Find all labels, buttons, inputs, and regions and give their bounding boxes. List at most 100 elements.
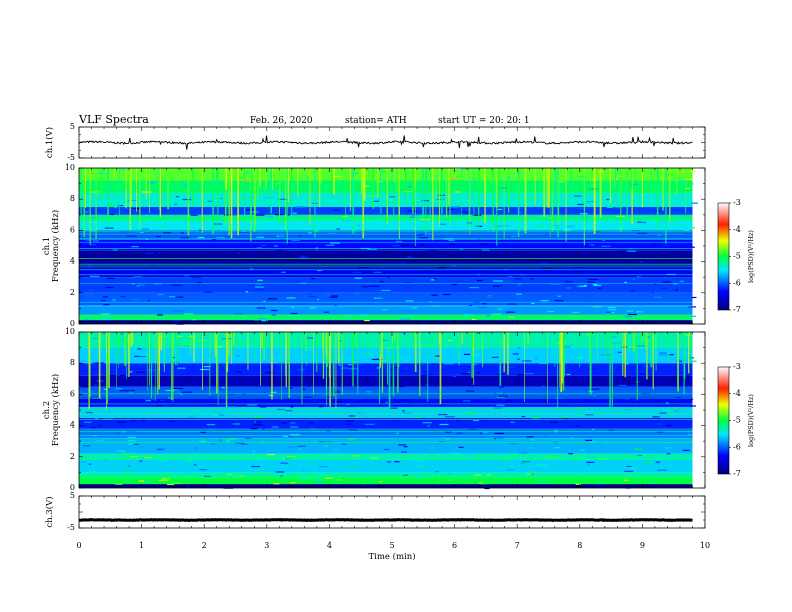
- spectrogram-speckle: [499, 386, 505, 388]
- spectrogram-speckle: [203, 337, 210, 340]
- sferic-streak: [524, 168, 527, 234]
- spectrogram-speckle: [444, 438, 451, 440]
- sferic-streak: [254, 332, 255, 364]
- spectrogram-speckle: [651, 292, 654, 294]
- sferic-streak: [676, 168, 678, 193]
- spectrogram-speckle: [109, 213, 114, 215]
- spectrogram-speckle: [379, 281, 384, 283]
- spectrogram-speckle: [299, 478, 310, 480]
- spectrogram-speckle: [127, 440, 136, 442]
- sferic-streak: [125, 168, 127, 209]
- spectrogram-speckle: [263, 189, 271, 191]
- spectrogram-speckle: [521, 416, 526, 418]
- spectrogram-speckle: [311, 203, 314, 205]
- spectrogram-speckle: [98, 172, 107, 174]
- spectrogram-speckle: [168, 263, 171, 265]
- spectrogram-speckle: [143, 457, 152, 459]
- spectrogram-speckle: [293, 239, 301, 241]
- spectrogram-speckle: [256, 322, 262, 324]
- spectrogram-speckle: [517, 358, 521, 360]
- spectrogram-speckle: [325, 477, 333, 479]
- spectrogram-speckle: [674, 177, 681, 179]
- spectrogram-speckle: [255, 214, 265, 216]
- sferic-streak: [631, 168, 633, 190]
- sferic-streak: [490, 168, 493, 184]
- spectrogram-speckle: [512, 353, 519, 355]
- spectrogram-speckle: [240, 336, 248, 338]
- spectrogram-speckle: [239, 475, 244, 477]
- sferic-streak: [149, 168, 150, 213]
- spectrogram-speckle: [691, 246, 695, 248]
- spectrogram-speckle: [460, 211, 470, 213]
- spectrogram-speckle: [482, 249, 490, 251]
- spectrogram-speckle: [664, 174, 673, 176]
- spectrogram-speckle: [309, 428, 318, 430]
- spectrogram-speckle: [135, 254, 143, 256]
- spectrogram-band: [79, 428, 693, 439]
- spectrogram-speckle: [494, 223, 503, 226]
- spectrogram-speckle: [683, 229, 690, 231]
- spectrogram-speckle: [471, 318, 476, 320]
- sferic-streak: [547, 332, 548, 403]
- spectrogram-speckle: [420, 466, 425, 468]
- spectrogram-speckle: [402, 410, 405, 412]
- spectrogram-speckle: [305, 449, 313, 451]
- spectrogram-speckle: [512, 247, 522, 249]
- sferic-streak: [158, 332, 160, 390]
- spectrogram-speckle: [415, 322, 422, 324]
- spectrogram-speckle: [577, 203, 585, 206]
- spectrogram-speckle: [691, 296, 697, 299]
- spectrogram-speckle: [178, 455, 187, 457]
- sferic-streak: [662, 168, 664, 211]
- spectrogram-speckle: [608, 307, 616, 309]
- spectrogram-speckle: [395, 240, 402, 242]
- spectrogram-speckle: [298, 475, 301, 477]
- spectrogram-speckle: [411, 214, 418, 216]
- spectrogram-speckle: [497, 187, 508, 189]
- spectrogram-speckle: [126, 253, 129, 255]
- spectrogram-speckle: [131, 246, 139, 248]
- spectrogram-speckle: [318, 406, 324, 408]
- station-label: station= ATH: [345, 116, 407, 126]
- spectrogram-speckle: [232, 214, 237, 216]
- sferic-streak: [232, 332, 234, 358]
- spectrogram-speckle: [174, 322, 181, 324]
- sferic-streak: [626, 168, 628, 217]
- sferic-streak: [193, 332, 195, 363]
- spectrogram-speckle: [329, 268, 332, 270]
- spectrogram-speckle: [254, 416, 262, 418]
- sferic-streak: [388, 332, 391, 409]
- spectrogram-speckle: [199, 440, 207, 442]
- spectrogram-speckle: [393, 367, 399, 369]
- spectrogram-speckle: [386, 359, 396, 361]
- spectrogram-speckle: [413, 275, 423, 277]
- y-tick-label: 10: [65, 163, 75, 172]
- spectrogram-speckle: [655, 243, 662, 245]
- spectrogram-band: [79, 207, 693, 215]
- spectrogram-speckle: [474, 347, 484, 349]
- spectrogram-speckle: [255, 286, 264, 288]
- spectrogram-speckle: [257, 279, 263, 281]
- spectrogram-speckle: [626, 310, 634, 312]
- sferic-streak: [609, 168, 611, 204]
- sferic-streak: [461, 332, 463, 345]
- spectrogram-speckle: [183, 275, 190, 277]
- spectrogram-band: [79, 472, 693, 478]
- sferic-streak: [124, 332, 127, 366]
- spectrogram-speckle: [335, 401, 343, 403]
- x-tick-label: 7: [515, 541, 520, 550]
- spectrogram-speckle: [449, 243, 455, 245]
- spectrogram-band: [79, 277, 693, 293]
- spectrogram-speckle: [343, 316, 351, 318]
- sferic-streak: [322, 332, 325, 379]
- spectrogram-speckle: [312, 463, 315, 465]
- spectrogram-speckle: [217, 345, 223, 348]
- spectrogram-speckle: [229, 438, 237, 440]
- sferic-streak: [108, 332, 110, 388]
- spectrogram-speckle: [453, 168, 462, 170]
- sferic-streak: [412, 168, 414, 214]
- spectrogram-speckle: [168, 420, 176, 422]
- spectrogram-speckle: [481, 303, 487, 305]
- sferic-streak: [565, 168, 567, 242]
- spectrogram-speckle: [607, 186, 615, 188]
